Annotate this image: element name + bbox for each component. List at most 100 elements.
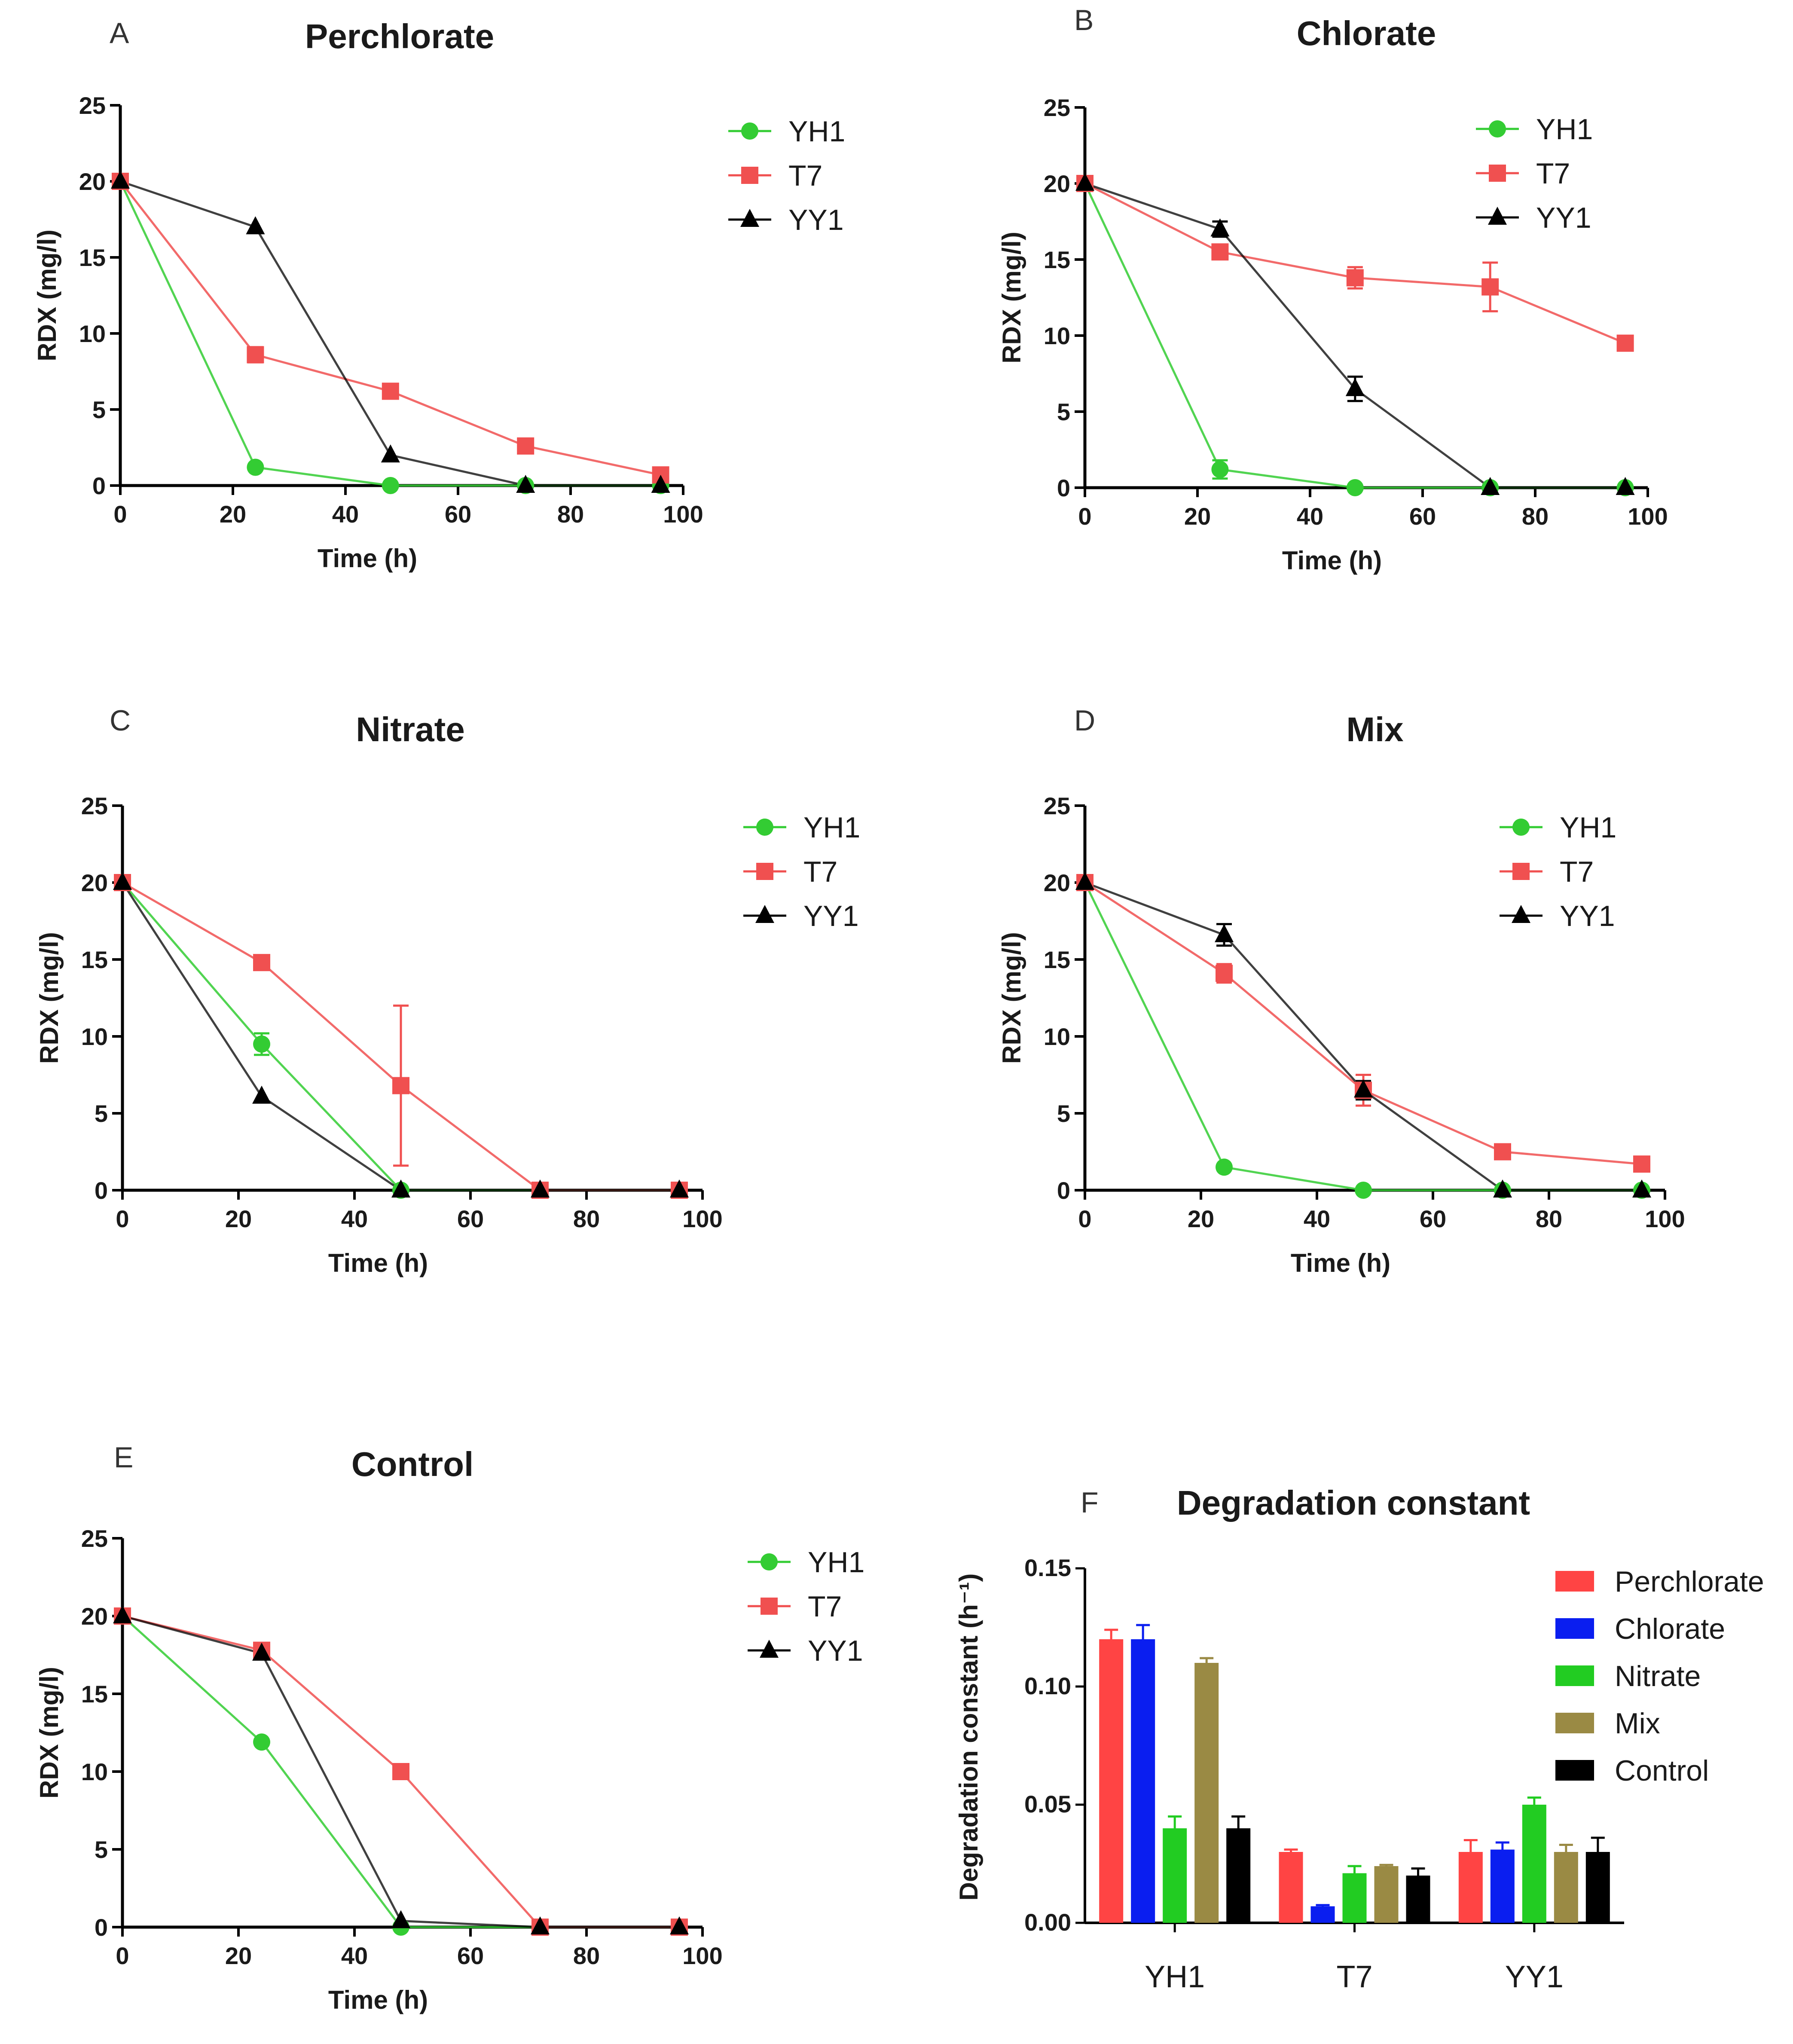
y-tick-label: 0 bbox=[1057, 1177, 1070, 1204]
legend-label: YY1 bbox=[808, 1635, 863, 1667]
data-point-yy1 bbox=[1075, 872, 1094, 890]
data-point-t7 bbox=[1494, 1143, 1511, 1161]
error-bar-yh1-control bbox=[1231, 1815, 1246, 1828]
legend-label: Nitrate bbox=[1615, 1660, 1701, 1693]
data-point-yh1 bbox=[247, 458, 264, 476]
data-point-yy1 bbox=[1493, 1179, 1512, 1198]
x-tick-label: 20 bbox=[1184, 503, 1211, 530]
legend-entry-t7: T7 bbox=[743, 855, 837, 888]
y-axis-label: RDX (mg/l) bbox=[35, 932, 64, 1064]
error-bar-yy1-perchlorate bbox=[1463, 1839, 1478, 1852]
x-tick-label: 80 bbox=[1522, 503, 1549, 530]
legend-marker bbox=[756, 819, 773, 836]
y-tick-label: 0 bbox=[1057, 474, 1070, 501]
data-point-yy1 bbox=[651, 475, 670, 493]
panel-chlorate: B Chlorate 0 5 10 15 20 25 0 20 40 60 80 100 Time (h) R… bbox=[997, 4, 1668, 575]
data-point-yy1 bbox=[1616, 477, 1635, 495]
y-axis-label: RDX (mg/l) bbox=[35, 1667, 64, 1799]
y-tick-label: 25 bbox=[1044, 94, 1070, 121]
data-point-yh1 bbox=[253, 1035, 270, 1053]
legend-entry-yh1: YH1 bbox=[1500, 811, 1616, 844]
data-point-yy1 bbox=[1075, 173, 1094, 191]
legend-label: T7 bbox=[808, 1590, 842, 1623]
data-point-yy1 bbox=[391, 1179, 410, 1198]
error-bar-t7-control bbox=[1411, 1867, 1425, 1876]
panel-label: C bbox=[110, 704, 131, 737]
bar-t7-perchlorate bbox=[1279, 1852, 1303, 1923]
data-point-yh1 bbox=[382, 477, 399, 494]
bar-yh1-nitrate bbox=[1163, 1828, 1187, 1923]
y-tick-label: 10 bbox=[81, 1758, 108, 1785]
legend-entry-mix: Mix bbox=[1555, 1707, 1660, 1740]
error-bar-yh1-perchlorate bbox=[1104, 1628, 1118, 1639]
error-bar-yy1-chlorate bbox=[1495, 1841, 1509, 1850]
legend-label: T7 bbox=[803, 855, 837, 888]
legend-label: T7 bbox=[1560, 855, 1594, 888]
error-bar-t7-nitrate bbox=[1347, 1865, 1362, 1873]
x-tick-label: 100 bbox=[1645, 1205, 1685, 1232]
x-tick-label: 100 bbox=[663, 501, 703, 528]
bar-yh1-perchlorate bbox=[1099, 1639, 1124, 1923]
y-tick-label: 15 bbox=[81, 946, 108, 973]
legend-swatch bbox=[1555, 1665, 1594, 1686]
legend-label: YY1 bbox=[803, 900, 859, 932]
legend-label: YY1 bbox=[788, 204, 844, 236]
y-tick-label: 20 bbox=[81, 869, 108, 896]
data-point-yy1 bbox=[252, 1642, 271, 1661]
panel-label: B bbox=[1074, 4, 1094, 37]
legend-marker bbox=[755, 905, 774, 923]
x-tick-label: 60 bbox=[457, 1205, 484, 1232]
legend-marker bbox=[761, 1598, 778, 1615]
legend-swatch bbox=[1555, 1760, 1594, 1781]
x-axis-label: Time (h) bbox=[318, 544, 417, 573]
y-tick-label: 20 bbox=[81, 1603, 108, 1630]
panel-control: E Control 0 5 10 15 20 25 0 20 40 60 80 100 Time (h) RD… bbox=[35, 1441, 864, 2014]
series-line-yh1 bbox=[119, 180, 661, 487]
legend-entry-nitrate: Nitrate bbox=[1555, 1660, 1701, 1693]
data-point-yy1 bbox=[1632, 1179, 1651, 1198]
legend-label: YH1 bbox=[803, 811, 860, 844]
category-label-t7: T7 bbox=[1336, 1960, 1372, 1994]
error-bar-yy1-mix bbox=[1559, 1844, 1573, 1852]
y-axis-label: RDX (mg/l) bbox=[997, 932, 1026, 1064]
x-tick-label: 60 bbox=[457, 1942, 484, 1969]
legend-label: YH1 bbox=[1560, 811, 1616, 844]
error-bar-t7-perchlorate bbox=[1284, 1848, 1298, 1852]
legend-label: Perchlorate bbox=[1615, 1565, 1764, 1598]
legend-marker bbox=[1512, 819, 1530, 836]
legend-swatch bbox=[1555, 1618, 1594, 1639]
series-line-yy1 bbox=[120, 180, 661, 487]
data-point-yy1 bbox=[246, 216, 265, 235]
panel-label: D bbox=[1074, 704, 1095, 737]
legend-label: Control bbox=[1615, 1754, 1709, 1787]
bar-yy1-control bbox=[1585, 1852, 1610, 1923]
y-tick-label: 25 bbox=[81, 1525, 108, 1552]
legend-marker bbox=[1489, 120, 1506, 137]
y-tick-label: 10 bbox=[79, 320, 106, 347]
legend-marker bbox=[1488, 207, 1507, 225]
data-point-yh1 bbox=[1216, 1158, 1233, 1176]
y-tick-label: 5 bbox=[1057, 1100, 1070, 1127]
data-point-t7 bbox=[1481, 278, 1499, 296]
legend-entry-t7: T7 bbox=[748, 1590, 842, 1623]
x-tick-label: 40 bbox=[341, 1942, 368, 1969]
data-point-yy1 bbox=[113, 1605, 132, 1623]
x-tick-label: 20 bbox=[1188, 1205, 1214, 1232]
error-bar-yy1-control bbox=[1591, 1836, 1605, 1852]
bar-yh1-chlorate bbox=[1131, 1639, 1155, 1923]
legend-entry-chlorate: Chlorate bbox=[1555, 1613, 1725, 1645]
chart-title: Control bbox=[351, 1445, 473, 1483]
legend-entry-yy1: YY1 bbox=[748, 1635, 863, 1667]
series-line-yh1 bbox=[1084, 882, 1642, 1192]
error-bar-yh1-mix bbox=[1200, 1657, 1214, 1663]
panel-perchlorate: A Perchlorate 0 5 10 15 20 25 0 20 40 60 80 100 Time (… bbox=[33, 17, 845, 573]
chart-title: Mix bbox=[1346, 710, 1403, 749]
x-tick-label: 40 bbox=[1297, 503, 1323, 530]
legend-marker bbox=[761, 1553, 778, 1570]
legend-entry-yh1: YH1 bbox=[728, 115, 845, 148]
legend-marker bbox=[1512, 905, 1530, 923]
x-tick-label: 100 bbox=[1628, 503, 1668, 530]
y-tick-label: 25 bbox=[81, 792, 108, 819]
x-tick-label: 0 bbox=[116, 1205, 129, 1232]
bar-yy1-chlorate bbox=[1490, 1849, 1515, 1923]
